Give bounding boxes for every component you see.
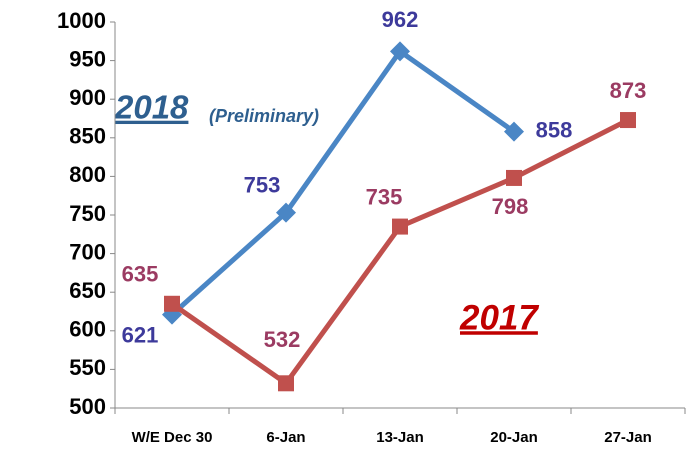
y-tick-label: 750 bbox=[69, 201, 106, 226]
y-tick-label: 900 bbox=[69, 85, 106, 110]
y-tick-label: 650 bbox=[69, 278, 106, 303]
data-label: 735 bbox=[366, 184, 403, 209]
x-tick-label: W/E Dec 30 bbox=[132, 429, 213, 446]
data-label: 635 bbox=[122, 262, 159, 287]
marker bbox=[504, 121, 524, 142]
marker bbox=[278, 375, 294, 392]
x-tick-label: 13-Jan bbox=[376, 429, 424, 446]
x-tick-label: 20-Jan bbox=[490, 429, 538, 446]
marker bbox=[506, 169, 522, 186]
data-label: 798 bbox=[492, 194, 529, 219]
data-label: 858 bbox=[536, 117, 573, 142]
series-label-2018: 2018 bbox=[114, 89, 189, 126]
x-tick-label: 27-Jan bbox=[604, 429, 652, 446]
y-tick-label: 1000 bbox=[57, 8, 106, 33]
data-label: 962 bbox=[382, 7, 419, 32]
data-label: 532 bbox=[264, 327, 301, 352]
y-tick-label: 800 bbox=[69, 162, 106, 187]
y-tick-label: 600 bbox=[69, 317, 106, 342]
marker bbox=[164, 295, 180, 312]
y-tick-label: 500 bbox=[69, 394, 106, 419]
data-label: 621 bbox=[122, 322, 159, 347]
data-label: 873 bbox=[610, 78, 647, 103]
x-tick-label: 6-Jan bbox=[266, 429, 305, 446]
marker bbox=[392, 218, 408, 235]
y-tick-label: 950 bbox=[69, 46, 106, 71]
data-label: 753 bbox=[244, 172, 281, 197]
marker bbox=[276, 202, 296, 223]
marker bbox=[390, 41, 410, 62]
series-line bbox=[170, 48, 516, 317]
y-tick-label: 850 bbox=[69, 124, 106, 149]
series-label-2017: 2017 bbox=[459, 298, 539, 337]
y-tick-label: 550 bbox=[69, 355, 106, 380]
marker bbox=[620, 112, 636, 129]
y-tick-label: 700 bbox=[69, 239, 106, 264]
annotation: (Preliminary) bbox=[209, 106, 319, 126]
